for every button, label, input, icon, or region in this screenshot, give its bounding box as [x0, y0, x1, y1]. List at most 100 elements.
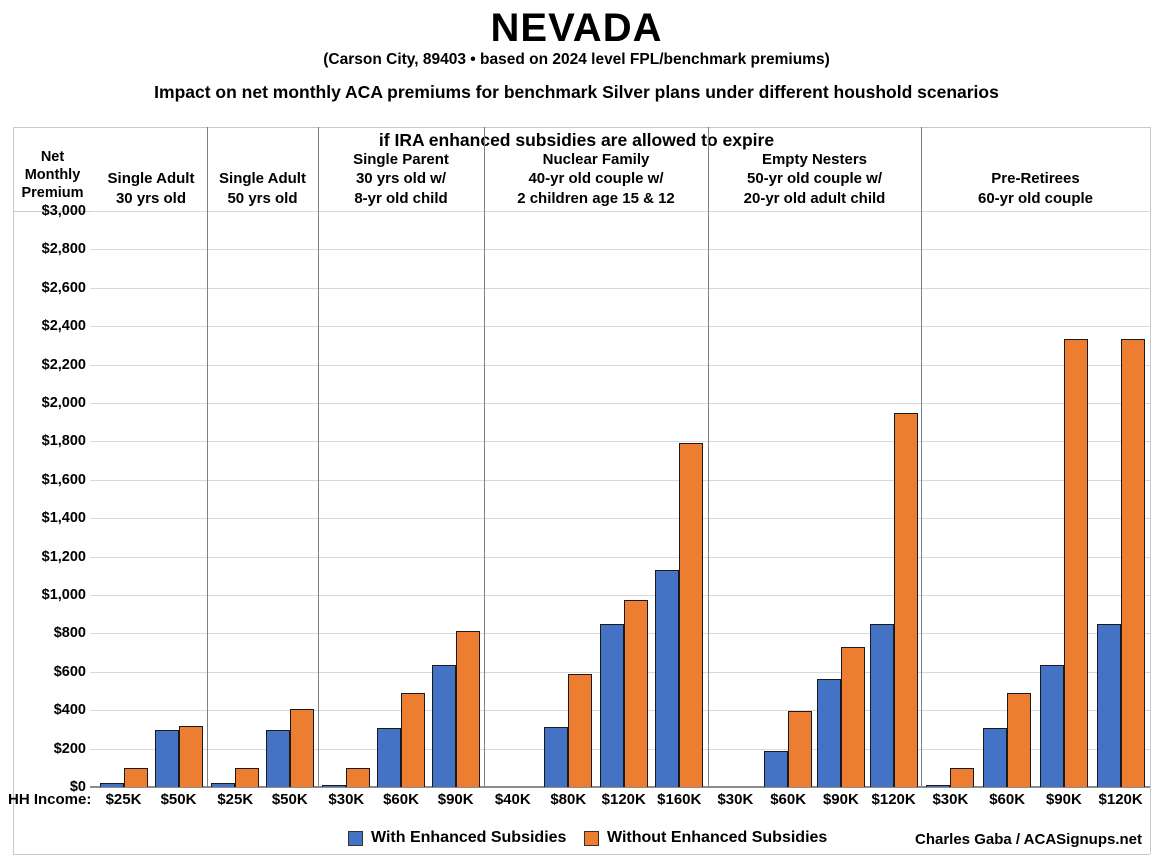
- bar-without-enhanced-subsidies: [401, 693, 425, 787]
- y-axis-tick-label: $0: [69, 779, 86, 795]
- group-income-labels: $25K $50K: [96, 790, 206, 810]
- bar-without-enhanced-subsidies: [289, 709, 314, 787]
- bar-slot: [867, 211, 920, 787]
- y-axis-title: Net Monthly Premium: [21, 149, 84, 201]
- group-bars: [319, 211, 483, 787]
- bar-slot: [541, 211, 597, 787]
- y-axis-tick-label: $2,000: [41, 395, 86, 411]
- bar-with-enhanced-subsidies: [869, 624, 894, 787]
- gridline: [90, 365, 1150, 366]
- group-separator-line: [318, 127, 319, 787]
- bar-slot: [1036, 211, 1093, 787]
- y-axis-tick-label: $3,000: [41, 203, 86, 219]
- y-axis-tick-label: $800: [53, 625, 86, 642]
- group-separator-line: [484, 127, 485, 787]
- bar-with-enhanced-subsidies: [599, 624, 624, 787]
- bar-with-enhanced-subsidies: [431, 665, 456, 787]
- chart-subtitle: (Carson City, 89403 • based on 2024 leve…: [323, 51, 830, 68]
- hh-income-value: $30K: [328, 791, 365, 808]
- legend-label-without-enhanced: Without Enhanced Subsidies: [607, 829, 828, 846]
- bar-with-enhanced-subsidies: [99, 783, 124, 787]
- y-axis-tick-label: $400: [53, 702, 86, 719]
- group-bars: [96, 211, 206, 787]
- bar-without-enhanced-subsidies: [455, 631, 480, 787]
- bar-slot: [709, 211, 762, 787]
- group-header: Nuclear Family 40-yr old couple w/ 2 chi…: [517, 150, 675, 207]
- bar-without-enhanced-subsidies: [568, 674, 593, 787]
- bar-slot: [652, 211, 708, 787]
- legend-item-with-enhanced: With Enhanced Subsidies: [348, 828, 566, 848]
- bar-slot: [428, 211, 483, 787]
- bar-slot: [979, 211, 1036, 787]
- bar-without-enhanced-subsidies: [1063, 339, 1088, 787]
- group-income-labels: $25K $50K: [208, 790, 317, 810]
- group-header: Empty Nesters 50-yr old couple w/ 20-yr …: [743, 150, 886, 207]
- gridline: [90, 557, 1150, 558]
- group-bars: [208, 211, 317, 787]
- bar-with-enhanced-subsidies: [1039, 665, 1064, 787]
- bar-pair: [655, 443, 704, 787]
- group-separator-line: [207, 127, 208, 787]
- legend-swatch-orange-icon: [584, 830, 599, 846]
- figure-frame-bottom: [13, 854, 1150, 855]
- y-axis-tick-label: $1,000: [41, 587, 86, 603]
- bar-slot: [815, 211, 868, 787]
- bar-pair: [99, 768, 148, 787]
- group-header: Pre-Retirees 60-yr old couple: [977, 170, 1094, 207]
- x-axis-line: [90, 786, 1150, 788]
- bar-without-enhanced-subsidies: [788, 711, 813, 787]
- y-axis-tick-label: $1,600: [41, 471, 86, 488]
- bar-with-enhanced-subsidies: [983, 728, 1008, 787]
- y-axis-tick-label: $1,800: [41, 433, 86, 450]
- bar-pair: [211, 768, 260, 787]
- bar-slot: [485, 211, 541, 787]
- bar-slot: [374, 211, 429, 787]
- bar-pair: [431, 631, 480, 787]
- y-axis-tick-label: $2,400: [41, 318, 86, 335]
- hh-income-value: $160K: [657, 791, 702, 808]
- hh-income-value: $120K: [1098, 791, 1143, 808]
- bar-without-enhanced-subsidies: [346, 768, 371, 787]
- bar-pair: [1039, 339, 1088, 787]
- y-axis-tick-label: $1,400: [41, 510, 86, 527]
- legend-item-without-enhanced: Without Enhanced Subsidies: [584, 828, 827, 848]
- hh-income-value: $30K: [932, 791, 969, 808]
- bar-without-enhanced-subsidies: [623, 600, 648, 787]
- bar-slot: [208, 211, 263, 787]
- gridline: [90, 518, 1150, 519]
- y-axis-tick-label: $600: [53, 663, 86, 680]
- gridline: [90, 403, 1150, 404]
- group-bars: [922, 211, 1149, 787]
- hh-income-value: $120K: [601, 791, 646, 808]
- group-income-labels: $40K $80K $120K $160K: [485, 790, 707, 810]
- y-axis-tick-label: $2,200: [41, 356, 86, 373]
- bar-without-enhanced-subsidies: [893, 413, 918, 787]
- hh-income-value: $90K: [1045, 791, 1082, 808]
- group-income-labels: $30K $60K $90K $120K: [709, 790, 920, 810]
- bar-slot: [96, 211, 151, 787]
- credit-text: Charles Gaba / ACASignups.net: [915, 831, 1142, 848]
- group-separator-line: [921, 127, 922, 787]
- hh-income-value: $60K: [770, 791, 807, 808]
- bar-pair: [764, 711, 813, 787]
- bar-with-enhanced-subsidies: [211, 783, 236, 787]
- bar-pair: [1096, 339, 1145, 787]
- bar-with-enhanced-subsidies: [544, 727, 569, 787]
- bar-with-enhanced-subsidies: [816, 679, 841, 787]
- hh-income-value: $90K: [437, 791, 474, 808]
- bar-slot: [1092, 211, 1149, 787]
- group-header: Single Adult 30 yrs old: [107, 170, 195, 207]
- bar-pair: [154, 726, 203, 787]
- gridline: [90, 211, 1150, 212]
- bar-with-enhanced-subsidies: [322, 785, 347, 787]
- bar-without-enhanced-subsidies: [950, 768, 975, 787]
- figure-frame-top: [13, 127, 1150, 128]
- group-bars: [485, 211, 707, 787]
- bar-without-enhanced-subsidies: [123, 768, 148, 787]
- hh-income-value: $60K: [383, 791, 419, 808]
- bar-pair: [869, 413, 918, 787]
- bar-pair: [322, 768, 371, 787]
- hh-income-value: $90K: [822, 791, 859, 808]
- bar-pair: [544, 674, 593, 787]
